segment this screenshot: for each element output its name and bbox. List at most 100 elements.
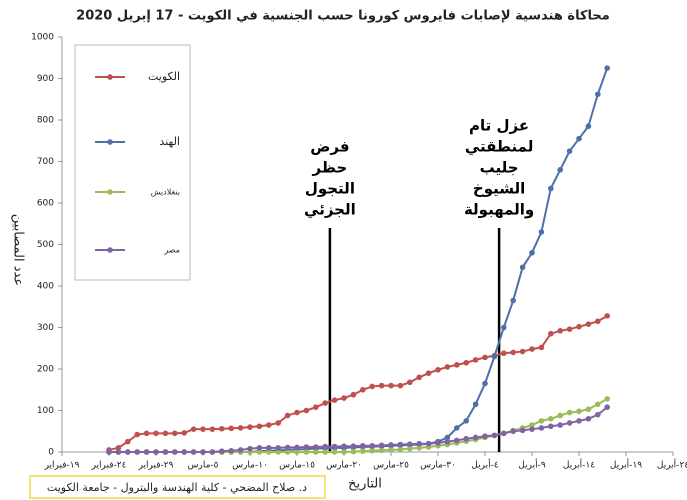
footer: د. صلاح المضحي - كلية الهندسة والبترول -… [47,481,307,494]
data-point [360,442,366,449]
data-point [181,449,187,455]
data-point [115,449,122,455]
data-point [407,445,413,452]
data-point [585,123,592,130]
data-point [143,430,150,437]
x-tick-label: ١٩-أبريل [610,459,642,471]
data-point [153,449,159,455]
data-point [454,362,460,368]
data-point [172,430,178,437]
data-point [576,418,582,424]
data-point [360,448,366,454]
data-point [313,449,319,455]
x-tick-label: ٤-أبريل [471,459,499,471]
data-point [397,382,404,389]
y-tick-label: 500 [37,240,54,250]
data-point [529,250,535,256]
data-point [275,445,282,451]
data-point [331,443,338,450]
data-point [294,409,300,416]
data-point [491,432,498,439]
data-point [388,382,394,389]
x-tick-label: ١٩-فبراير [44,461,80,471]
data-point [595,318,601,325]
data-point [557,422,563,428]
annotation-text: الشيوخ [473,180,525,198]
data-point [491,353,498,360]
data-point [463,359,470,366]
legend-label: بنغلاديش [151,188,180,197]
data-point [416,374,423,381]
data-point [576,408,582,415]
data-point [557,167,563,173]
data-point [454,425,460,431]
data-point [472,357,479,363]
data-point [435,440,441,446]
data-point [378,447,385,454]
data-point [463,418,470,424]
annotation-text: التجول [305,180,355,198]
y-tick-label: 600 [37,199,54,209]
data-point [341,449,347,455]
annotation-text: فرض [310,138,349,156]
data-point [369,383,376,390]
data-point [106,449,112,455]
x-tick-label: ٩-أبريل [518,459,546,471]
data-point [576,323,582,330]
data-point [529,422,535,428]
annotation-text: جليب [480,159,519,177]
data-point [585,406,592,413]
data-point [397,446,404,453]
x-tick-label: ٥-مارس [188,461,219,471]
data-point [454,437,460,444]
data-point [125,438,131,445]
data-point [416,440,423,447]
x-tick-label: ٢٤-فبراير [91,461,127,471]
data-point [519,264,526,271]
data-point [266,422,272,428]
data-point [566,409,573,416]
data-point [350,448,357,455]
data-point [444,364,451,370]
data-point [200,449,206,455]
data-point [548,423,554,430]
legend-marker [107,189,113,195]
data-point [444,434,451,441]
data-point [331,449,338,455]
data-point [247,424,253,430]
legend-label: الكويت [148,70,180,83]
data-point [331,397,338,403]
data-point [388,442,394,448]
data-point [294,449,300,455]
y-tick-label: 200 [37,365,54,375]
legend-marker [107,139,113,145]
data-point [463,435,470,442]
data-point [181,430,187,436]
data-point [341,395,347,401]
data-point [557,328,563,334]
data-point [228,447,234,454]
data-point [566,148,573,154]
data-point [595,401,601,408]
data-point [190,449,197,455]
data-point [284,444,291,451]
data-point [548,416,554,422]
data-point [134,431,140,438]
data-point [313,404,319,410]
data-point [595,91,601,98]
data-point [538,229,545,235]
y-axis-label: عدد المصابين [11,214,26,286]
data-point [228,425,234,432]
data-point [566,326,573,332]
data-point [209,426,216,432]
data-point [322,449,329,455]
data-point [425,370,432,376]
data-point [538,418,545,424]
x-tick-label: ٢٤-أبريل [657,459,687,471]
data-point [519,427,526,434]
data-point [501,350,507,357]
annotation-text: الجزئي [304,201,356,219]
data-point [162,430,169,437]
x-tick-label: ٢٥-مارس [373,461,409,471]
